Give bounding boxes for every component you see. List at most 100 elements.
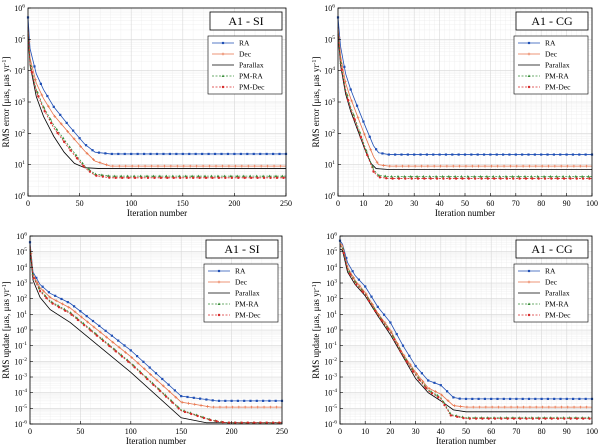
- marker-pm-dec: [38, 289, 42, 293]
- marker-pm-dec: [473, 177, 477, 180]
- x-tick-label: 20: [386, 427, 394, 436]
- marker-pm-ra: [347, 270, 351, 273]
- y-tick-label: 100: [326, 326, 337, 336]
- marker-pm-dec: [282, 176, 285, 180]
- marker-dec: [233, 164, 237, 168]
- marker-pm-ra: [68, 145, 72, 148]
- marker-dec: [451, 164, 455, 168]
- marker-ra: [389, 321, 392, 324]
- marker-ra: [444, 153, 448, 156]
- y-tick-label: 103: [16, 279, 27, 289]
- marker-pm-dec: [581, 417, 585, 420]
- marker-ra: [104, 152, 107, 155]
- marker-dec: [53, 114, 57, 118]
- marker-dec: [73, 310, 77, 314]
- marker-ra: [259, 152, 262, 156]
- marker-dec: [560, 405, 563, 409]
- marker-pm-dec: [454, 177, 458, 180]
- marker-pm-dec: [550, 417, 553, 420]
- marker-ra: [255, 399, 258, 402]
- marker-ra: [452, 396, 455, 399]
- marker-pm-ra: [485, 174, 489, 178]
- marker-dec: [168, 390, 171, 393]
- marker-ra: [527, 41, 531, 45]
- marker-dec: [578, 164, 582, 168]
- marker-pm-dec: [437, 396, 440, 399]
- marker-pm-ra: [341, 246, 345, 250]
- marker-pm-dec: [171, 401, 174, 404]
- marker-ra: [553, 397, 556, 401]
- marker-dec: [356, 116, 360, 119]
- chart-panel-1: 100 101 102 103 104 105 106 0 50 100 150 200 250 Iter…: [1, 4, 292, 219]
- marker-pm-ra: [580, 174, 584, 178]
- marker-pm-ra: [434, 174, 438, 178]
- x-axis-label: Iteration number: [127, 208, 187, 218]
- marker-pm-ra: [176, 405, 180, 408]
- marker-ra: [483, 397, 486, 401]
- x-tick-label: 100: [125, 427, 137, 436]
- y-tick-label: 100: [16, 326, 27, 336]
- marker-ra: [355, 104, 359, 107]
- marker-pm-dec: [486, 177, 490, 180]
- marker-ra: [155, 152, 159, 156]
- marker-ra: [343, 65, 346, 68]
- marker-dec: [541, 405, 544, 409]
- marker-dec: [61, 302, 64, 306]
- marker-pm-ra: [100, 337, 104, 341]
- marker-pm-dec: [366, 153, 369, 157]
- marker-dec: [67, 305, 71, 309]
- marker-ra: [408, 354, 411, 357]
- marker-ra: [463, 153, 467, 156]
- marker-ra: [168, 152, 171, 156]
- marker-pm-dec: [462, 416, 465, 420]
- marker-dec: [201, 164, 205, 168]
- marker-dec: [85, 151, 89, 155]
- marker-dec: [124, 350, 127, 354]
- marker-pm-dec: [525, 417, 528, 420]
- marker-pm-ra: [498, 174, 502, 178]
- y-tick-labels: 10-6 10-5 10-4 10-3 10-2 10-1 100 101 102 103 104 1…: [324, 232, 343, 430]
- marker-dec: [515, 164, 519, 168]
- legend-label: Dec: [545, 278, 558, 287]
- marker-ra: [84, 144, 88, 147]
- x-tick-label: 100: [586, 199, 598, 208]
- marker-ra: [233, 152, 236, 156]
- marker-pm-dec: [227, 421, 231, 424]
- y-tick-label: 10-1: [14, 341, 27, 351]
- marker-ra: [213, 152, 217, 156]
- marker-ra: [265, 152, 268, 156]
- marker-pm-ra: [491, 174, 495, 178]
- marker-ra: [211, 399, 214, 402]
- marker-ra: [201, 152, 204, 156]
- legend-label: PM-Dec: [235, 311, 261, 320]
- marker-dec: [175, 164, 179, 168]
- y-tick-label: 105: [14, 35, 25, 45]
- marker-ra: [268, 399, 271, 402]
- marker-pm-ra: [106, 174, 110, 177]
- marker-dec: [401, 164, 404, 168]
- marker-dec: [275, 405, 279, 409]
- marker-ra: [236, 399, 239, 402]
- marker-ra: [381, 152, 384, 155]
- marker-pm-dec: [518, 177, 521, 180]
- marker-pm-ra: [574, 174, 578, 178]
- marker-ra: [274, 399, 277, 402]
- marker-pm-ra: [372, 307, 376, 310]
- marker-pm-dec: [166, 176, 169, 180]
- y-tick-labels: 100 101 102 103 104 105 106: [14, 4, 31, 201]
- legend-label: Dec: [545, 50, 558, 59]
- marker-ra: [534, 397, 537, 401]
- marker-ra: [552, 153, 555, 156]
- marker-dec: [227, 164, 231, 168]
- marker-pm-dec: [418, 378, 421, 382]
- marker-pm-dec: [120, 176, 124, 180]
- marker-pm-dec: [416, 177, 420, 180]
- marker-ra: [584, 153, 587, 156]
- marker-dec: [394, 164, 398, 168]
- marker-ra: [167, 383, 170, 386]
- panel-title: A1 - SI: [228, 14, 263, 28]
- marker-pm-dec: [88, 170, 92, 173]
- marker-dec: [111, 340, 115, 344]
- y-tick-label: 10-6: [324, 420, 337, 430]
- marker-pm-dec: [275, 176, 279, 180]
